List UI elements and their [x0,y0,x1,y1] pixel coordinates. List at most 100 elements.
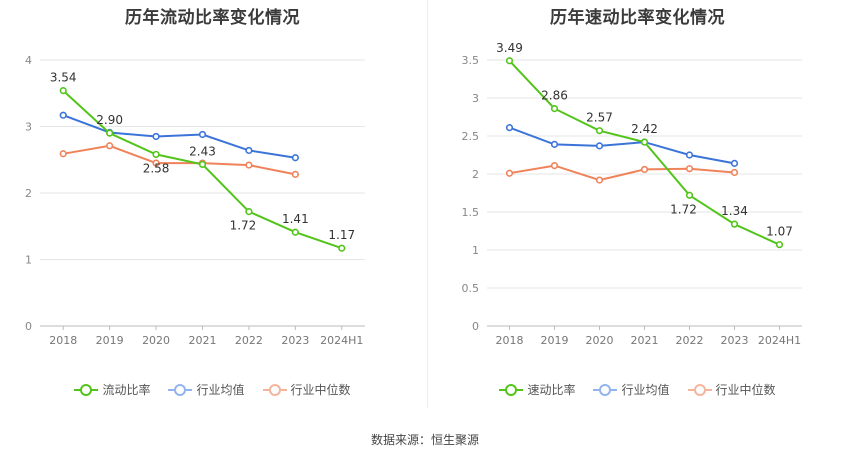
data-point [198,130,207,139]
y-tick-label: 3 [472,92,479,105]
data-point [291,228,299,236]
x-tick-label: 2018 [496,334,524,347]
data-label: 1.07 [766,225,793,239]
legend-marker-icon [262,383,287,396]
data-source-note: 数据来源：恒生聚源 [370,433,479,447]
x-tick-label: 2021 [189,334,217,347]
y-tick-label: 2 [25,187,32,200]
current-ratio-plot: 0 1 2 3 4 2018 2019 2020 2021 2022 2023 2024H1 3.54 2… [25,54,365,347]
data-point [505,124,514,132]
legend-item[interactable]: 行业均值 [168,381,245,398]
data-point [640,138,649,146]
data-label: 2.43 [189,144,216,158]
y-tick-label: 0 [472,320,479,333]
data-point [505,169,514,177]
y-tick-label: 2.5 [462,130,480,143]
legend-marker-icon [687,383,712,396]
data-label: 1.41 [282,212,309,226]
legend-marker-icon [499,383,524,396]
x-tick-label: 2024H1 [320,334,363,347]
data-point [106,129,114,137]
data-point [550,105,559,113]
y-tick-label: 3.5 [462,54,480,67]
data-point [685,165,694,173]
data-label: 1.72 [670,202,697,216]
data-point [152,159,160,167]
data-point [730,159,739,167]
x-tick-label: 2024H1 [758,334,801,347]
legend-marker-icon [168,383,193,396]
series-line [63,144,296,176]
data-label: 2.57 [586,111,613,125]
data-point [59,86,67,95]
x-tick-label: 2022 [676,334,704,347]
x-tick-label: 2022 [235,334,263,347]
current-ratio-chart: 历年流动比率变化情况 0 1 2 3 4 2018 2019 2020 2021 2022 2023… [0,0,425,420]
data-point [291,154,299,162]
data-point [245,161,253,169]
y-tick-label: 3 [25,121,32,134]
chart-title: 历年速动比率变化情况 [550,8,725,28]
y-tick-label: 0 [25,320,32,333]
data-point [640,165,649,174]
panel-divider [427,0,428,408]
data-label: 3.49 [496,41,523,55]
chart-title: 历年流动比率变化情况 [125,8,300,28]
legend-item[interactable]: 速动比率 [499,381,575,398]
chart-legend: 流动比率 行业均值 行业中位数 [0,381,425,398]
data-point [595,176,604,184]
data-label: 1.34 [721,204,748,218]
series-line [509,126,735,165]
data-label: 2.42 [631,122,658,136]
data-point [245,146,253,155]
data-label: 2.58 [143,161,170,175]
x-tick-label: 2018 [49,334,77,347]
legend-label: 流动比率 [102,383,151,397]
data-point [730,168,739,177]
data-point [338,244,346,252]
x-tick-label: 2023 [281,334,309,347]
data-point [550,140,559,148]
legend-label: 速动比率 [527,383,576,397]
y-tick-label: 0.5 [462,282,480,295]
legend-item[interactable]: 行业均值 [593,381,670,398]
legend-label: 行业中位数 [290,383,351,397]
legend-item[interactable]: 流动比率 [74,381,150,398]
x-tick-label: 2023 [721,334,749,347]
y-tick-label: 4 [25,54,32,67]
series-line [62,114,296,159]
legend-item[interactable]: 行业中位数 [687,381,776,398]
data-point [595,142,604,150]
data-point [291,170,299,178]
y-tick-label: 1.5 [462,206,480,219]
legend-label: 行业均值 [196,383,245,397]
data-label: 1.17 [328,228,355,242]
legend-label: 行业中位数 [715,383,776,397]
data-label: 2.90 [96,113,123,127]
y-tick-label: 1 [25,254,32,267]
data-point [245,208,253,216]
x-tick-label: 2019 [96,334,124,347]
data-point [730,220,739,228]
data-point [550,162,559,170]
data-label: 2.86 [541,89,568,103]
y-tick-label: 1 [472,244,479,257]
x-tick-label: 2021 [631,334,659,347]
data-point [106,142,114,150]
data-point [685,191,694,199]
x-tick-label: 2019 [541,334,569,347]
series-line [509,164,735,182]
data-point [775,241,784,249]
data-label: 3.54 [50,71,77,85]
data-point [152,150,160,159]
legend-marker-icon [593,383,618,396]
data-label: 1.72 [230,219,257,233]
data-point [59,150,67,158]
data-point [152,132,160,141]
legend-item[interactable]: 行业中位数 [262,381,351,398]
quick-ratio-plot: 0 0.5 1 1.5 2 2.5 3 3.5 2018 2019 2020 2021 2022 2023… [462,41,802,347]
legend-marker-icon [74,383,99,396]
legend-label: 行业均值 [621,383,670,397]
data-point [198,160,207,169]
quick-ratio-chart: 历年速动比率变化情况 0 0.5 1 1.5 2 2.5 3 3.5 2018 2019 2020 2… [425,0,850,420]
